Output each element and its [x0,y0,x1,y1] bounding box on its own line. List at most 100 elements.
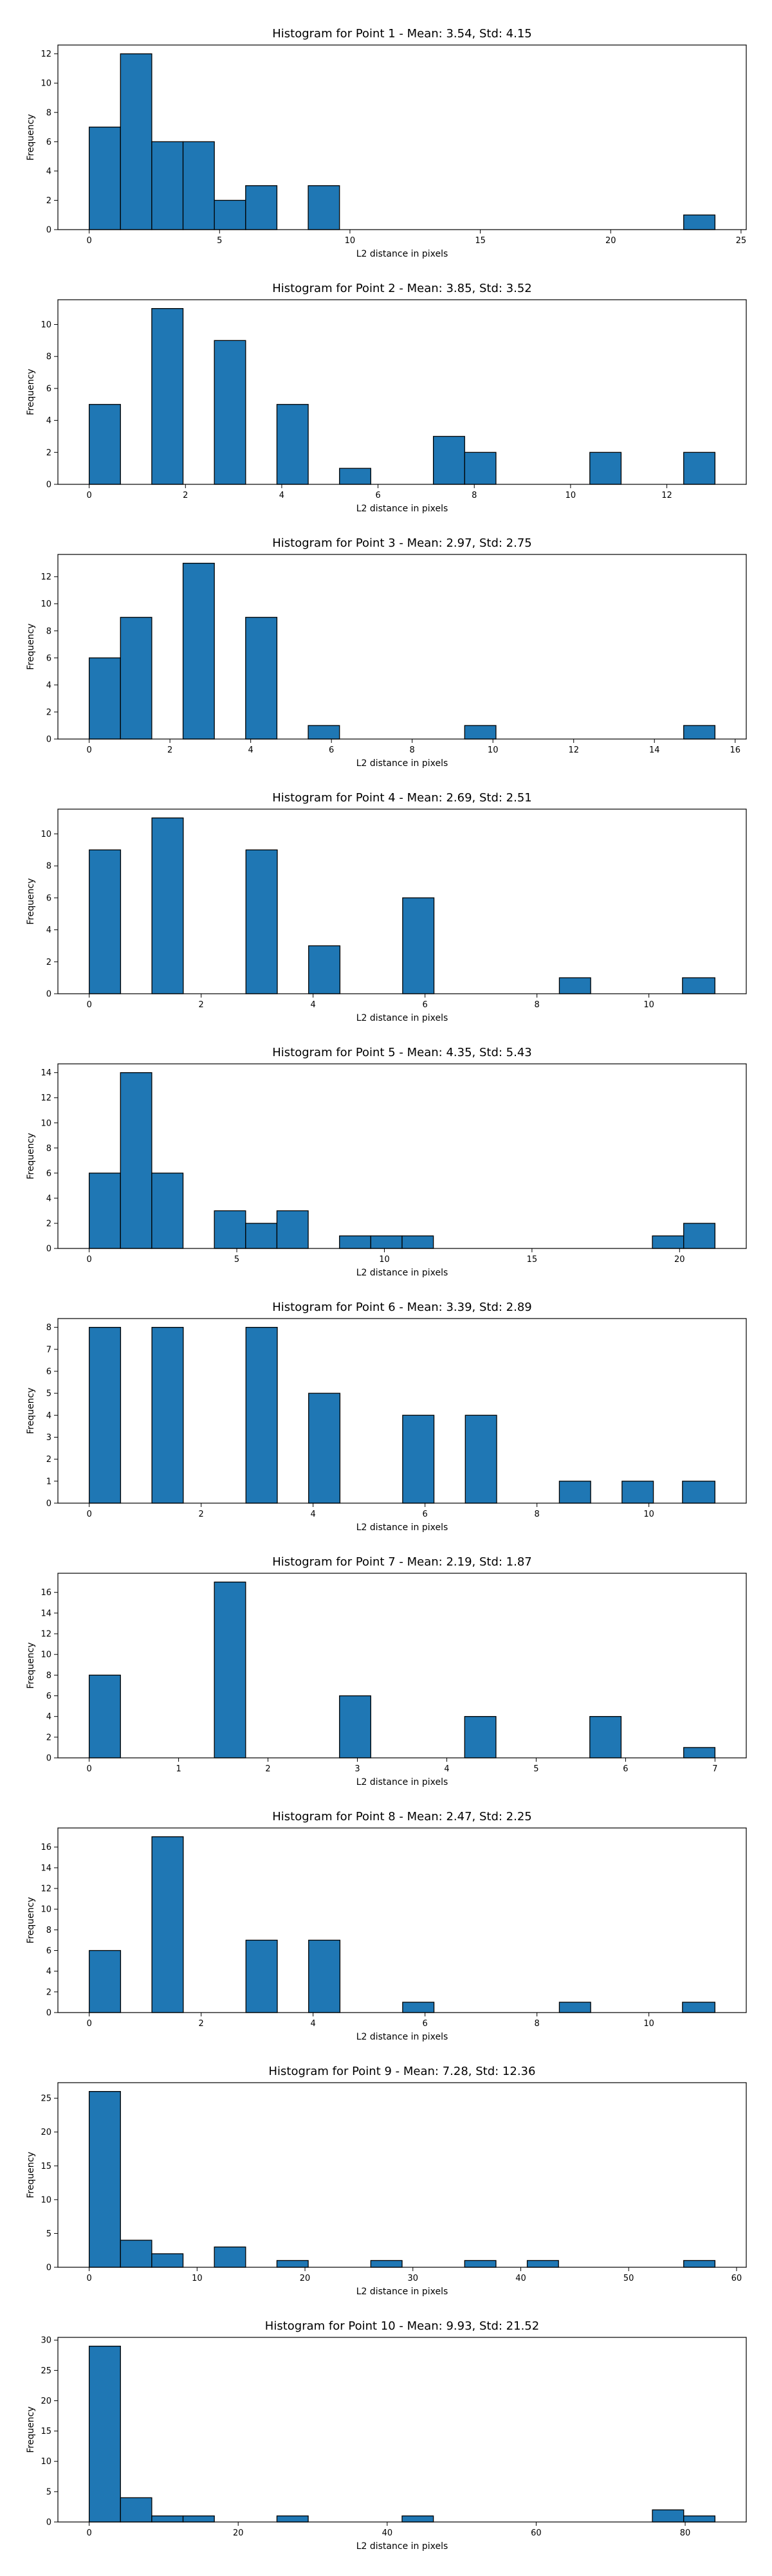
axes-frame [57,299,747,485]
histogram-bar [214,340,246,485]
histogram-bar [682,1481,715,1504]
x-tick-label: 7 [712,1764,717,1774]
x-tick-label: 6 [423,2019,428,2029]
histogram-bar [432,435,465,485]
histogram-bar [214,2246,246,2268]
x-tick-label: 0 [87,1510,92,1519]
y-tick-label: 16 [41,1588,51,1598]
histogram-bar [683,1223,716,1249]
y-tick-label: 2 [46,196,51,206]
chart-title: Histogram for Point 9 - Mean: 7.28, Std:… [269,2065,536,2078]
x-tick-label: 0 [86,2528,91,2538]
y-tick-label: 4 [46,416,51,426]
histogram-bar [88,657,121,740]
y-tick-label: 8 [46,1323,51,1333]
x-axis-label: L2 distance in pixels [356,1013,448,1023]
x-tick-label: 2 [199,2019,204,2029]
histogram-bar [402,1414,435,1504]
histogram-bar [464,2260,497,2268]
histogram-bar [339,468,372,485]
histogram-bar [682,2002,715,2013]
x-tick-label: 5 [533,1764,538,1774]
chart-title: Histogram for Point 4 - Mean: 2.69, Std:… [272,791,532,805]
histogram-bar [88,1173,121,1249]
histogram-bar [464,725,497,740]
y-tick-label: 6 [46,1692,51,1701]
chart-title: Histogram for Point 6 - Mean: 3.39, Std:… [272,1301,532,1314]
histogram-bar [88,1674,121,1758]
y-tick-label: 6 [46,1946,51,1956]
y-tick-label: 10 [41,599,51,609]
y-tick-label: 7 [46,1345,51,1355]
x-tick-label: 8 [535,2019,540,2029]
histogram-bar [276,1210,309,1249]
x-axis-label: L2 distance in pixels [356,504,448,514]
histogram-bar [652,2509,685,2523]
x-tick-label: 4 [311,2019,316,2029]
x-tick-label: 6 [423,1510,428,1519]
y-axis-label: Frequency [26,114,36,160]
y-tick-label: 4 [46,1712,51,1722]
x-tick-label: 20 [674,1255,685,1265]
y-axis-label: Frequency [26,2151,36,2198]
y-axis-label: Frequency [26,623,36,670]
y-tick-label: 12 [41,50,51,59]
axes-frame [57,1063,747,1249]
axes-frame [57,2082,747,2268]
x-tick-label: 1 [176,1764,181,1774]
x-axis-label: L2 distance in pixels [356,2541,448,2552]
histogram-10: Histogram for Point 10 - Mean: 9.93, Std… [26,2319,747,2552]
y-tick-label: 0 [46,2263,51,2273]
y-tick-label: 0 [46,990,51,1000]
x-tick-label: 20 [233,2528,244,2538]
histogram-bar [245,617,278,740]
histogram-bar [89,849,122,994]
x-tick-label: 40 [382,2528,393,2538]
x-tick-label: 40 [515,2274,526,2283]
histogram-7: Histogram for Point 7 - Mean: 2.19, Std:… [26,1555,747,1787]
y-tick-label: 6 [46,893,51,903]
x-tick-label: 60 [731,2274,742,2283]
y-tick-label: 8 [46,1144,51,1153]
y-tick-label: 4 [46,681,51,690]
y-tick-label: 10 [41,830,51,839]
x-tick-label: 0 [86,1255,91,1265]
histogram-bar [88,126,121,230]
y-tick-label: 25 [41,2094,51,2104]
chart-title: Histogram for Point 5 - Mean: 4.35, Std:… [272,1046,532,1059]
histogram-bar [464,1414,497,1504]
histogram-bar [308,1939,341,2013]
x-tick-label: 12 [568,745,579,755]
histogram-bar [683,2515,716,2523]
y-tick-label: 0 [46,226,51,235]
x-tick-label: 0 [87,2019,92,2029]
x-tick-label: 0 [86,1764,91,1774]
x-axis-label: L2 distance in pixels [356,2287,448,2297]
histogram-4: Histogram for Point 4 - Mean: 2.69, Std:… [26,791,747,1023]
y-tick-label: 12 [41,572,51,582]
x-tick-label: 10 [643,2019,654,2029]
histogram-bar [89,1327,122,1504]
x-tick-label: 4 [248,745,253,755]
y-tick-label: 0 [46,1754,51,1764]
y-axis-label: Frequency [26,1133,36,1179]
histogram-bar [558,1481,591,1504]
x-tick-label: 10 [643,1510,654,1519]
y-tick-label: 14 [41,1068,51,1078]
y-tick-label: 4 [46,1411,51,1421]
histogram-bar [182,141,215,230]
histogram-bar [370,1235,403,1249]
x-axis-label: L2 distance in pixels [356,1522,448,1533]
y-tick-label: 5 [46,2229,51,2239]
x-axis-label: L2 distance in pixels [356,2032,448,2042]
y-tick-label: 0 [46,735,51,745]
x-tick-label: 2 [199,1000,204,1010]
y-tick-label: 0 [46,2009,51,2018]
y-axis-label: Frequency [26,878,36,924]
histogram-bar [682,977,715,994]
axes-frame [57,1827,747,2013]
x-tick-label: 2 [183,491,188,500]
y-axis-label: Frequency [26,369,36,415]
